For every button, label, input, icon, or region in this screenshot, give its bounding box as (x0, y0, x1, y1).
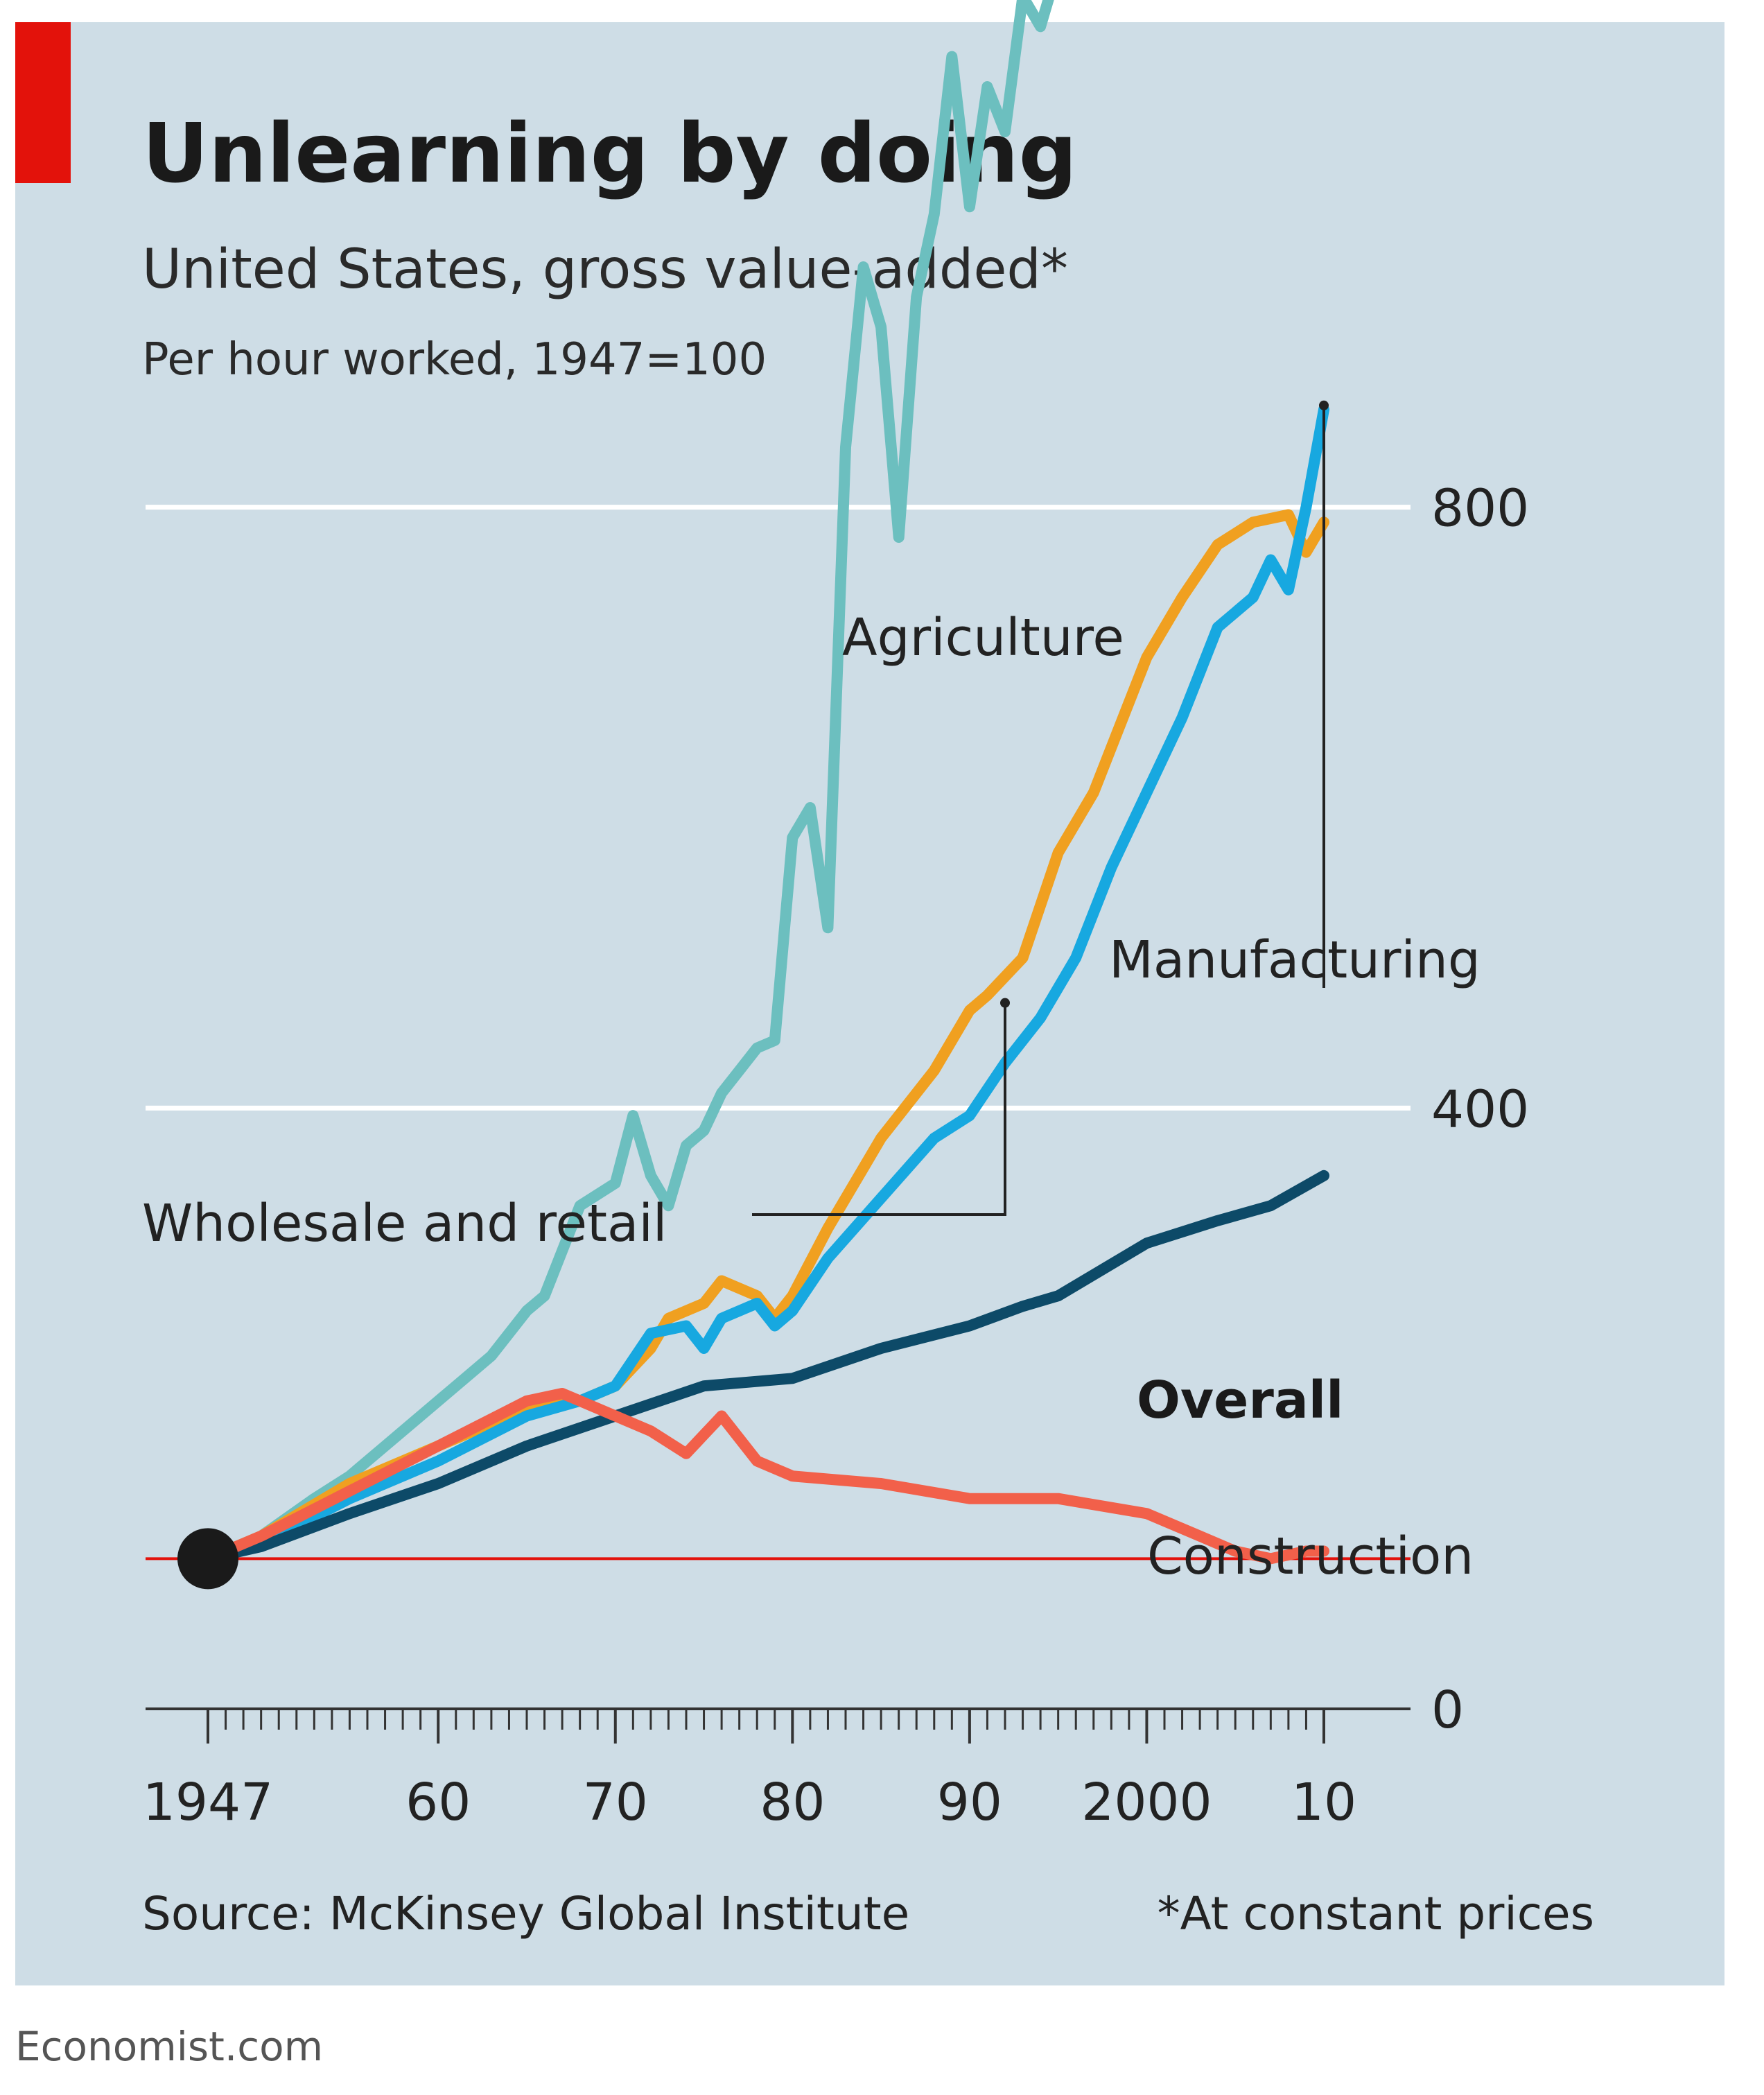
series-line-construction (202, 1388, 1329, 1565)
x-axis-labels: 1947 60 70 80 90 2000 10 (143, 1773, 1356, 1832)
x-axis (146, 1707, 1411, 1744)
y-tick-label-0: 0 (1431, 1680, 1464, 1740)
x-tick-label-1960: 60 (405, 1773, 471, 1832)
source-note: Source: McKinsey Global Institute (142, 1887, 909, 1940)
base-point-1947 (177, 1528, 238, 1590)
x-tick-label-2010: 10 (1291, 1773, 1356, 1832)
label-wholesale-retail: Wholesale and retail (142, 1194, 667, 1253)
x-tick-label-1980: 80 (760, 1773, 825, 1832)
x-tick-label-2000: 2000 (1081, 1773, 1212, 1832)
x-tick-label-1990: 90 (937, 1773, 1002, 1832)
y-tick-label-800: 800 (1431, 479, 1529, 539)
y-tick-label-400: 400 (1431, 1079, 1529, 1139)
series-line-agriculture (202, 0, 1054, 1565)
series-line-manufacturing (202, 403, 1329, 1565)
series-lines (146, 0, 1411, 1590)
label-agriculture: Agriculture (842, 608, 1124, 668)
chart-panel (15, 22, 1724, 1985)
chart-title: Unlearning by doing (142, 105, 1077, 201)
red-accent-bar (15, 22, 71, 183)
leader-lines (752, 400, 1329, 1216)
leader-wholesale-retail (752, 1002, 1006, 1216)
x-tick-label-1947: 1947 (143, 1773, 273, 1832)
x-tick-label-1970: 70 (583, 1773, 648, 1832)
footnote: *At constant prices (1158, 1887, 1594, 1940)
chart-unit-note: Per hour worked, 1947=100 (142, 334, 767, 385)
label-overall: Overall (1137, 1371, 1344, 1430)
label-construction: Construction (1147, 1527, 1474, 1586)
leader-dot-wholesale-retail (1000, 998, 1010, 1008)
brand-logo: Economist.com (15, 2023, 323, 2070)
series-line-overall (202, 1170, 1329, 1565)
gridlines (146, 505, 1411, 1111)
label-manufacturing: Manufacturing (1109, 930, 1481, 990)
leader-dot-manufacturing (1319, 400, 1329, 410)
